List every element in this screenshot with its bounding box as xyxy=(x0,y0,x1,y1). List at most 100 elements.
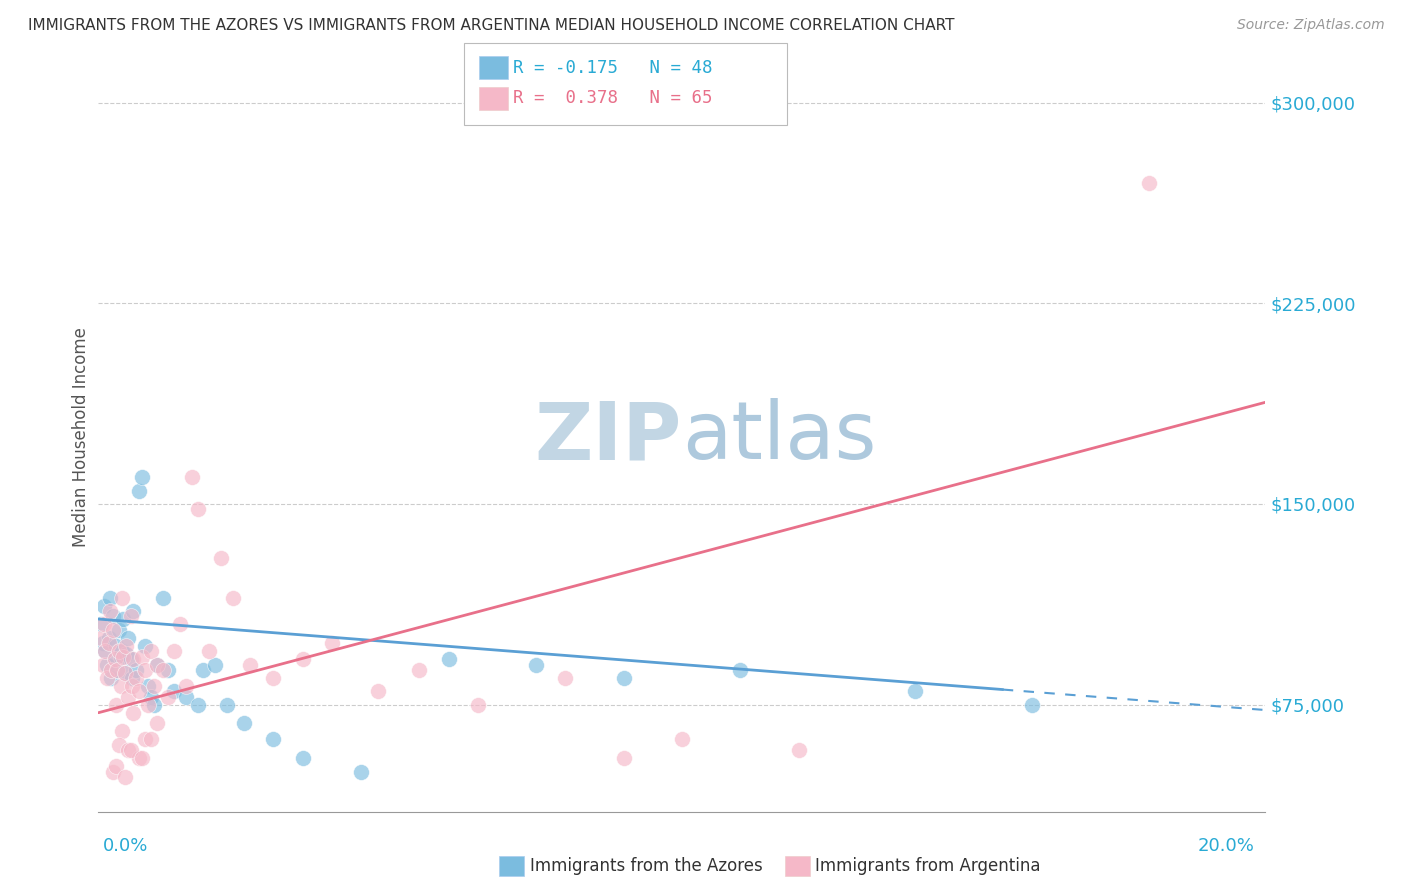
Text: ZIP: ZIP xyxy=(534,398,682,476)
Point xyxy=(146,657,169,672)
Point xyxy=(115,647,138,661)
Point xyxy=(209,550,232,565)
Point xyxy=(263,732,285,747)
Point xyxy=(108,738,131,752)
Text: R = -0.175   N = 48: R = -0.175 N = 48 xyxy=(513,59,713,77)
Point xyxy=(125,663,148,677)
Point xyxy=(98,604,121,618)
Point xyxy=(193,663,215,677)
Point xyxy=(671,732,693,747)
Point xyxy=(1137,176,1160,190)
Point xyxy=(1021,698,1043,712)
Point xyxy=(146,657,169,672)
Text: 0.0%: 0.0% xyxy=(103,837,148,855)
Text: R =  0.378   N = 65: R = 0.378 N = 65 xyxy=(513,89,713,107)
Point xyxy=(187,698,209,712)
Point xyxy=(104,698,127,712)
Point xyxy=(100,671,122,685)
Point xyxy=(467,698,489,712)
Point xyxy=(120,743,142,757)
Point xyxy=(139,690,162,704)
Point xyxy=(111,591,134,605)
Point xyxy=(117,690,139,704)
Point xyxy=(157,663,180,677)
Point xyxy=(110,679,132,693)
Point xyxy=(142,698,165,712)
Point xyxy=(98,591,121,605)
Point xyxy=(198,644,221,658)
Point xyxy=(94,644,117,658)
Point xyxy=(554,671,576,685)
Point xyxy=(437,652,460,666)
Point xyxy=(291,652,314,666)
Point xyxy=(367,684,389,698)
Point xyxy=(105,663,128,677)
Point xyxy=(134,663,156,677)
Point xyxy=(524,657,547,672)
Text: 20.0%: 20.0% xyxy=(1198,837,1254,855)
Point xyxy=(139,644,162,658)
Point xyxy=(125,671,148,685)
Point xyxy=(121,671,143,685)
Point xyxy=(110,649,132,664)
Point xyxy=(263,671,285,685)
Point xyxy=(613,751,636,765)
Point xyxy=(114,770,136,784)
Point xyxy=(180,470,202,484)
Point xyxy=(408,663,430,677)
Point xyxy=(239,657,262,672)
Point xyxy=(152,591,174,605)
Point xyxy=(104,639,127,653)
Point xyxy=(111,724,134,739)
Point xyxy=(105,663,128,677)
Point xyxy=(131,649,153,664)
Point xyxy=(142,679,165,693)
Point xyxy=(134,732,156,747)
Point xyxy=(96,671,118,685)
Point xyxy=(613,671,636,685)
Point xyxy=(187,502,209,516)
Point xyxy=(114,665,136,680)
Point xyxy=(121,679,143,693)
Point xyxy=(111,644,134,658)
Point xyxy=(97,631,120,645)
Point xyxy=(139,732,162,747)
Point xyxy=(730,663,752,677)
Point xyxy=(117,631,139,645)
Point xyxy=(291,751,314,765)
Point xyxy=(101,764,124,779)
Point xyxy=(111,612,134,626)
Point xyxy=(97,636,120,650)
Point xyxy=(104,652,127,666)
Point xyxy=(787,743,810,757)
Point xyxy=(108,644,131,658)
Point xyxy=(108,623,131,637)
Point xyxy=(104,652,127,666)
Point xyxy=(136,679,159,693)
Point xyxy=(91,657,114,672)
Point xyxy=(134,639,156,653)
Point xyxy=(101,609,124,624)
Point xyxy=(94,644,117,658)
Point xyxy=(91,636,114,650)
Point xyxy=(100,663,122,677)
Point xyxy=(90,617,112,632)
Point xyxy=(163,684,186,698)
Point xyxy=(131,470,153,484)
Point xyxy=(111,649,134,664)
Point xyxy=(93,617,115,632)
Point xyxy=(204,657,226,672)
Y-axis label: Median Household Income: Median Household Income xyxy=(72,327,90,547)
Point xyxy=(96,657,118,672)
Point xyxy=(120,609,142,624)
Point xyxy=(128,483,150,498)
Point xyxy=(120,652,142,666)
Point xyxy=(128,751,150,765)
Point xyxy=(128,684,150,698)
Point xyxy=(117,743,139,757)
Text: Source: ZipAtlas.com: Source: ZipAtlas.com xyxy=(1237,18,1385,32)
Point xyxy=(146,716,169,731)
Point xyxy=(122,652,145,666)
Text: atlas: atlas xyxy=(682,398,876,476)
Point xyxy=(215,698,238,712)
